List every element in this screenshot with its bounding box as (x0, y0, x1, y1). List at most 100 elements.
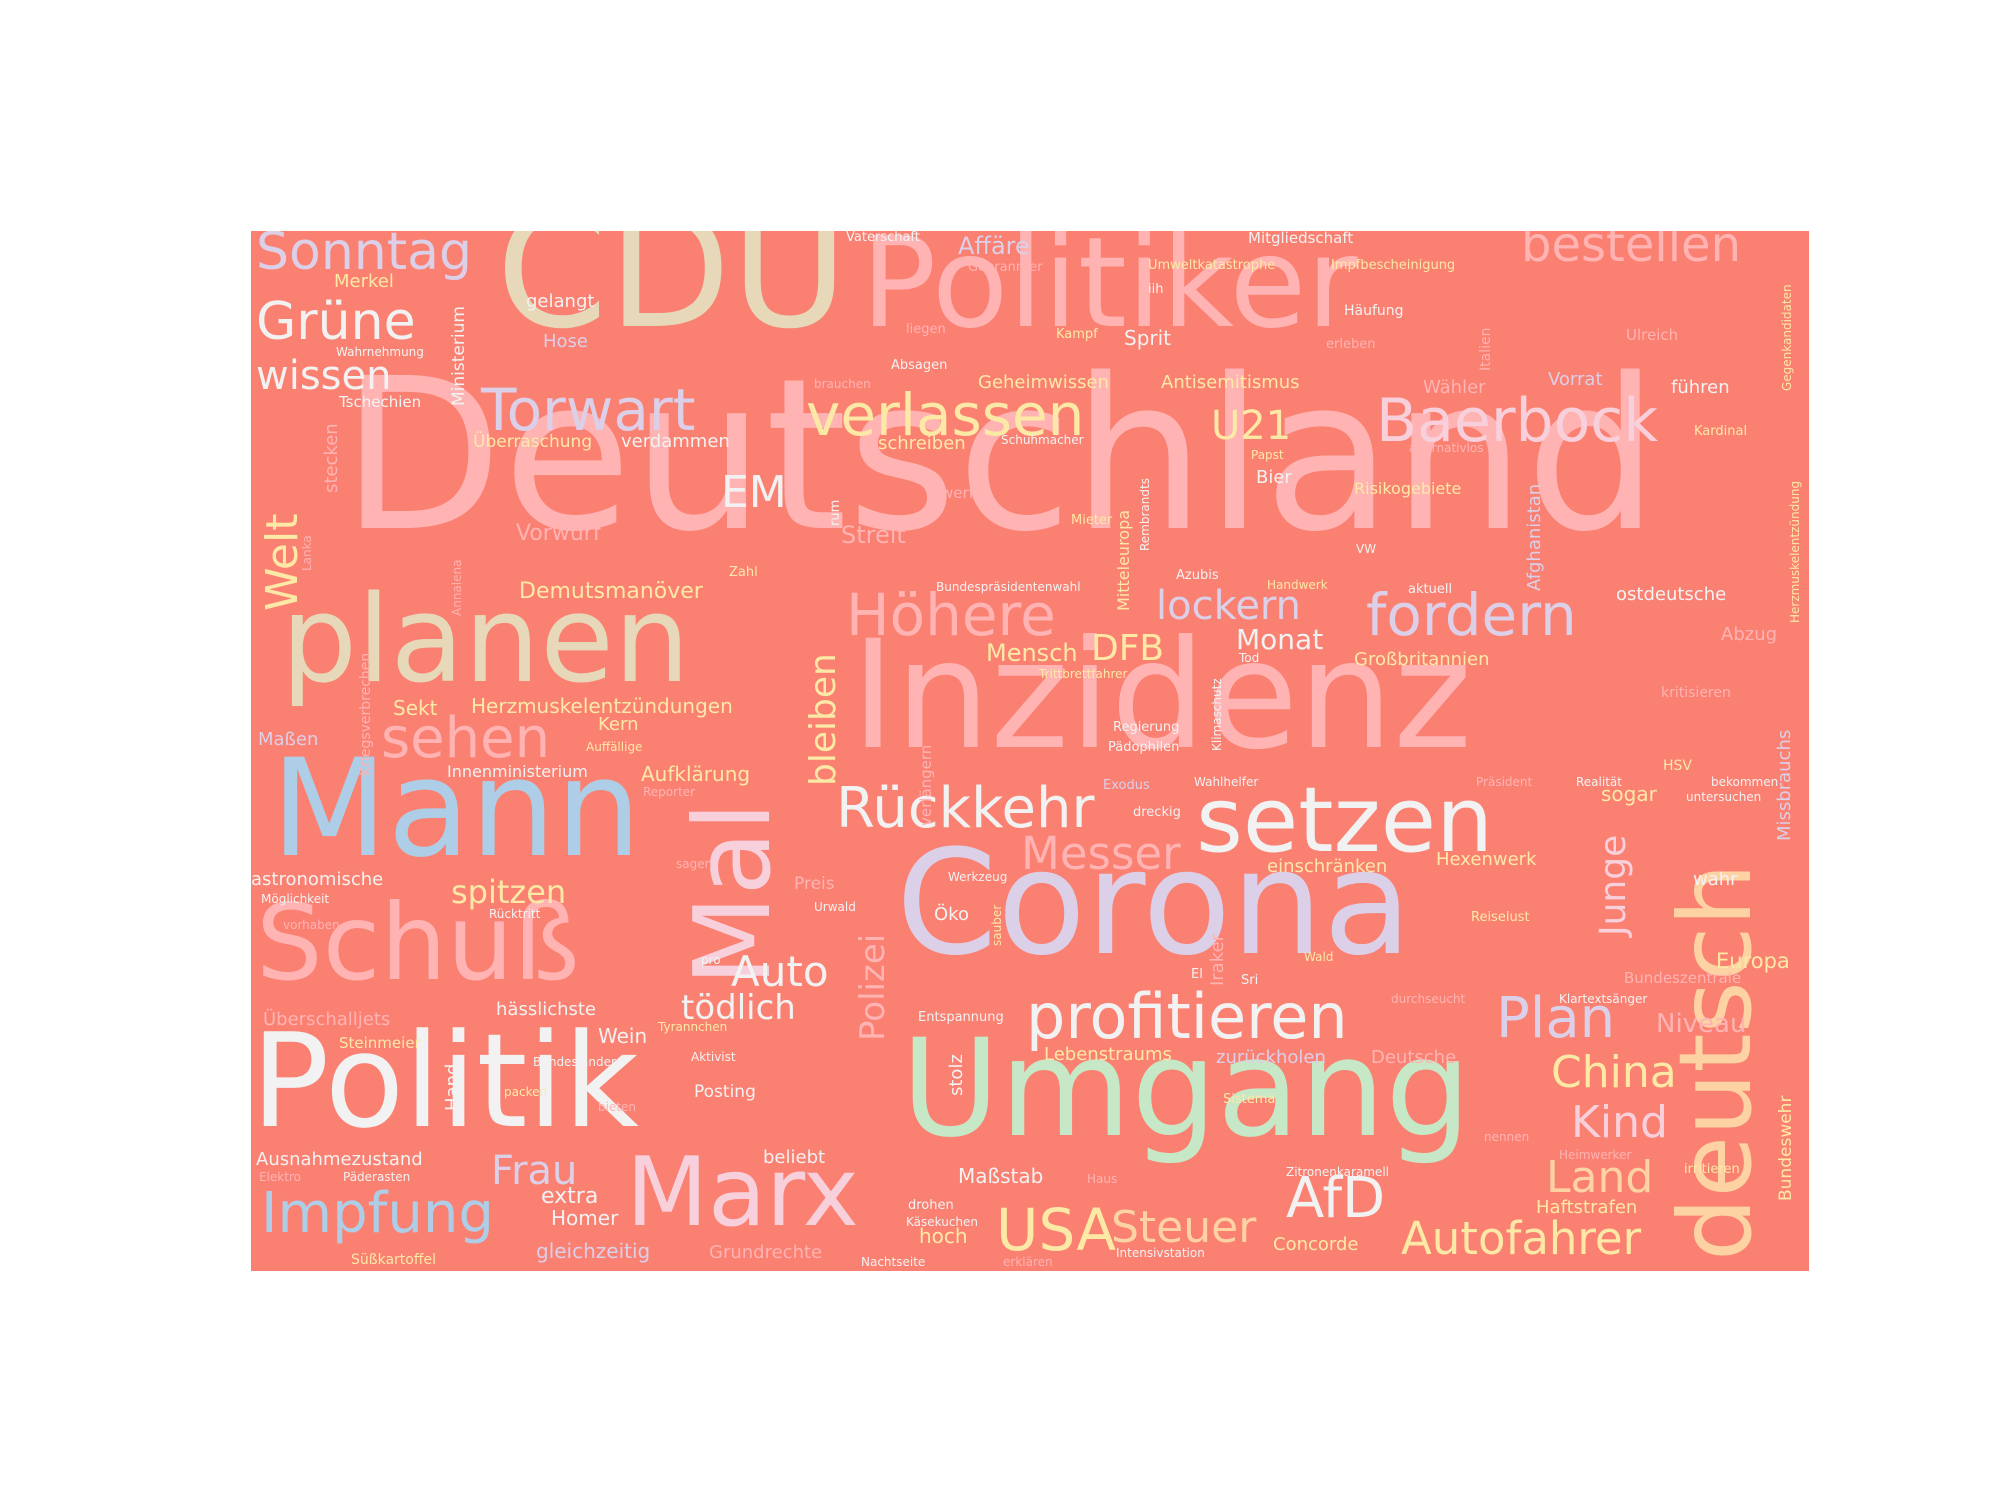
word-autofahrer: Autofahrer (1401, 1212, 1642, 1265)
word-sprit: Sprit (1124, 326, 1172, 350)
word-kardinal: Kardinal (1694, 424, 1748, 439)
word-china: China (1551, 1047, 1677, 1098)
word-deutschland: Deutschland (341, 333, 1659, 578)
word-fordern: fordern (1366, 581, 1577, 649)
word-auto: Auto (731, 947, 829, 996)
word-bier: Bier (1256, 467, 1292, 488)
word-umgang: Umgang (901, 1010, 1471, 1167)
word-cdu: CDU (496, 231, 849, 364)
word-concorde: Concorde (1273, 1234, 1359, 1255)
word-intensivstation: Intensivstation (1116, 1246, 1205, 1260)
word-schuhmacher: Schuhmacher (1001, 433, 1084, 447)
word-praesident: Präsident (1476, 775, 1533, 789)
word-wissen: wissen (256, 353, 392, 399)
word-tschechien: Tschechien (339, 393, 422, 411)
word-politiker: Politiker (861, 231, 1358, 356)
word-deutsch: deutsch (1657, 862, 1774, 1261)
word-ueberschalljets: Überschalljets (263, 1009, 391, 1030)
word-frau: Frau (491, 1148, 578, 1194)
word-setzen: setzen (1196, 768, 1494, 873)
word-hand: Hand (442, 1063, 463, 1111)
word-sonntag: Sonntag (256, 231, 472, 282)
word-aktuell: aktuell (1408, 582, 1453, 597)
word-hose: Hose (543, 331, 588, 352)
word-ausnahmezustand: Ausnahmezustand (256, 1149, 423, 1170)
word-posting: Posting (694, 1082, 756, 1102)
word-herzmuskelentzuendungen: Herzmuskelentzündungen (471, 694, 733, 718)
word-azubis: Azubis (1176, 568, 1219, 583)
word-ulreich: Ulreich (1626, 326, 1679, 344)
word-klartextsaenger: Klartextsänger (1559, 992, 1648, 1006)
word-hexenwerk: Hexenwerk (1436, 849, 1537, 870)
word-schuss: Schuß (256, 882, 580, 1004)
word-mitteleuropa: Mitteleuropa (1114, 509, 1133, 611)
word-massstab: Maßstab (958, 1164, 1044, 1188)
word-vorrat: Vorrat (1548, 369, 1603, 390)
word-haus: Haus (1087, 1172, 1118, 1186)
word-el: El (1191, 967, 1203, 982)
word-abzug: Abzug (1721, 624, 1778, 645)
word-mitgliedschaft: Mitgliedschaft (1248, 231, 1354, 247)
word-stolz: stolz (946, 1054, 967, 1096)
word-polizei: Polizei (853, 933, 893, 1041)
word-paederasten: Päderasten (343, 1170, 411, 1184)
word-papst: Papst (1251, 448, 1284, 462)
word-verlassen: verlassen (806, 381, 1085, 449)
word-moeglichkeit: Möglichkeit (261, 892, 330, 906)
word-profitieren: profitieren (1026, 980, 1348, 1053)
word-bekommen: bekommen (1711, 775, 1779, 789)
word-exodus: Exodus (1103, 778, 1150, 793)
word-impfbescheinigung: Impfbescheinigung (1331, 258, 1456, 273)
word-bleiben: bleiben (803, 653, 844, 786)
word-bundeszentrale: Bundeszentrale (1624, 969, 1742, 987)
word-nennen: nennen (1484, 1130, 1530, 1144)
word-mensch: Mensch (986, 639, 1078, 667)
word-kritisieren: kritisieren (1661, 685, 1731, 701)
word-werkzeug: Werkzeug (948, 870, 1008, 884)
word-lanka: Lanka (300, 535, 314, 571)
word-fuehren: führen (1671, 377, 1730, 398)
word-extra: extra (541, 1184, 599, 1209)
word-marx: Marx (626, 1138, 859, 1248)
word-grossbritannien: Großbritannien (1354, 649, 1490, 670)
word-gelangt: gelangt (526, 291, 595, 312)
word-plan: Plan (1496, 986, 1616, 1051)
word-risikogebiete: Risikogebiete (1354, 479, 1462, 498)
word-schreiben: schreiben (878, 433, 966, 454)
word-reiselust: Reiselust (1471, 910, 1530, 925)
word-vw: VW (1356, 542, 1377, 556)
word-ministerium: Ministerium (449, 306, 469, 406)
word-deutsche: Deutsche (1371, 1047, 1457, 1068)
word-baerbock: Baerbock (1376, 386, 1659, 456)
word-handwerk: Handwerk (1267, 578, 1328, 592)
word-tyrannchen: Tyrannchen (658, 1020, 728, 1034)
word-niveau: Niveau (1656, 1009, 1747, 1039)
word-corona: Corona (896, 819, 1412, 988)
word-bieten: bieten (598, 1100, 637, 1114)
word-torwart: Torwart (481, 376, 696, 444)
word-zahl: Zahl (729, 565, 758, 580)
word-u21: U21 (1211, 403, 1292, 449)
word-alternativlos: alternativlos (1409, 441, 1484, 455)
word-oeko: Öko (934, 904, 969, 925)
word-verlaengern: verlängern (917, 744, 935, 826)
word-vaterschaft: Vaterschaft (846, 231, 920, 245)
word-drohen: drohen (908, 1198, 954, 1213)
word-brauchen: brauchen (814, 377, 871, 391)
word-rum: rum (828, 499, 843, 526)
word-klimaschutz: Klimaschutz (1210, 678, 1224, 751)
word-monat: Monat (1236, 623, 1324, 656)
word-italien: Italien (1478, 327, 1494, 371)
word-usa: USA (996, 1196, 1117, 1264)
word-stecken: stecken (321, 423, 342, 493)
word-planen: planen (281, 571, 690, 710)
word-innenministerium: Innenministerium (447, 762, 588, 781)
word-geheimwissen: Geheimwissen (978, 372, 1110, 393)
word-land: Land (1546, 1152, 1654, 1203)
word-irritieren: irritieren (1684, 1162, 1740, 1177)
word-wald: Wald (1304, 950, 1334, 964)
word-einschraenken: einschränken (1267, 856, 1388, 877)
word-dfb: DFB (1091, 628, 1165, 669)
word-rembrandts: Rembrandts (1138, 478, 1152, 551)
word-missbrauchs: Missbrauchs (1774, 729, 1795, 841)
